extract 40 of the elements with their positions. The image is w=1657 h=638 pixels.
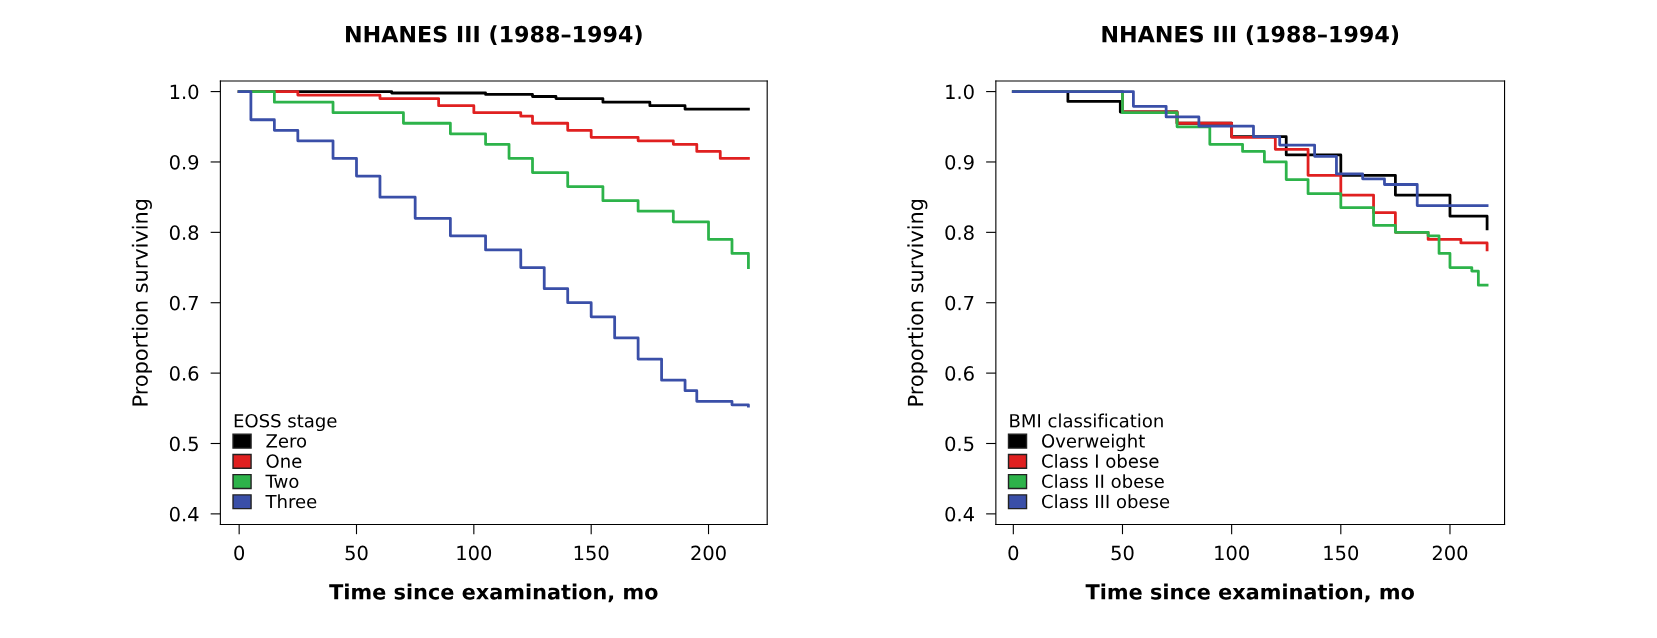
x-axis-title: Time since examination, mo	[329, 583, 658, 603]
y-tick-label: 0.4	[169, 506, 199, 522]
x-tick-label: 150	[574, 545, 609, 561]
x-tick-label: 50	[1111, 545, 1134, 561]
y-tick-label: 0.7	[169, 295, 198, 311]
y-tick-label: 0.9	[945, 154, 974, 170]
y-tick-label: 0.5	[169, 436, 198, 452]
legend-title: EOSS stage	[234, 413, 337, 432]
y-tick-label: 1.0	[946, 84, 974, 100]
x-tick-label: 50	[345, 545, 368, 561]
x-tick-label: 200	[691, 545, 726, 561]
y-axis-title: Proportion surviving	[131, 199, 152, 406]
legend-label: Class I obese	[1042, 453, 1159, 468]
legend-label: Class III obese	[1042, 494, 1170, 509]
y-tick-label: 0.7	[945, 295, 974, 311]
y-tick-label: 0.8	[945, 225, 974, 241]
y-tick-label: 0.5	[945, 436, 974, 452]
x-tick-label: 100	[457, 545, 492, 561]
y-tick-label: 0.6	[169, 366, 199, 381]
x-tick-label: 0	[234, 545, 245, 561]
legend-title: BMI classification	[1010, 413, 1163, 428]
legend-label: Three	[265, 494, 317, 509]
legend-label: One	[266, 454, 302, 468]
x-tick-label: 150	[1324, 545, 1359, 561]
legend-label: Overweight	[1042, 433, 1145, 452]
y-tick-label: 0.6	[945, 366, 974, 381]
legend-label: Zero	[266, 434, 307, 448]
legend-label: Class II obese	[1042, 474, 1164, 489]
y-tick-label: 0.4	[945, 506, 974, 522]
x-tick-label: 200	[1432, 545, 1468, 561]
x-tick-label: 0	[1008, 545, 1019, 561]
y-axis-title: Proportion surviving	[907, 199, 928, 406]
legend-label: Two	[265, 474, 299, 489]
y-tick-label: 0.9	[169, 154, 199, 170]
chart-title: NHANES III (1988–1994)	[1102, 25, 1399, 46]
y-tick-label: 0.8	[169, 225, 199, 241]
x-tick-label: 100	[1215, 545, 1249, 561]
x-axis-title: Time since examination, mo	[1085, 583, 1414, 603]
y-tick-label: 1.0	[170, 84, 199, 100]
chart-title: NHANES III (1988–1994)	[346, 25, 642, 46]
